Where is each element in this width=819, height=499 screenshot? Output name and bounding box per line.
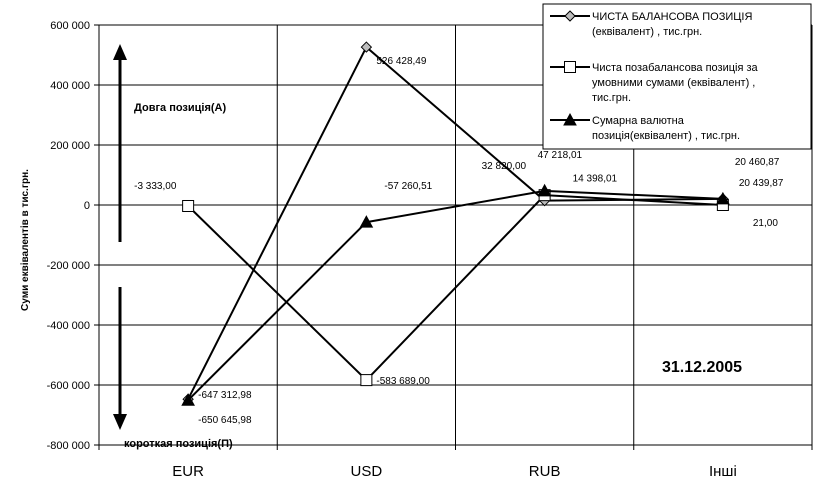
data-label: -650 645,98 bbox=[198, 415, 252, 426]
legend-label: позиція(еквівалент) , тис.грн. bbox=[592, 130, 740, 142]
data-label: 20 439,87 bbox=[739, 178, 784, 189]
legend-marker-triangle bbox=[563, 112, 577, 126]
data-label: -3 333,00 bbox=[134, 181, 177, 192]
date-label: 31.12.2005 bbox=[662, 359, 742, 376]
data-point-diamond bbox=[360, 41, 373, 53]
data-label: 526 428,49 bbox=[376, 56, 426, 67]
y-tick-label: -600 000 bbox=[47, 380, 90, 392]
legend-box bbox=[542, 3, 812, 150]
legend-entry: Чиста позабалансова позиція за умовними с… bbox=[550, 61, 759, 104]
legend-marker-diamond bbox=[564, 10, 576, 22]
series-triangle bbox=[181, 183, 730, 406]
data-label: 32 820,00 bbox=[482, 161, 527, 172]
data-point-triangle bbox=[537, 183, 552, 197]
data-label: 14 398,01 bbox=[573, 174, 618, 185]
y-tick-label: -400 000 bbox=[47, 320, 90, 332]
short-position-label: короткая позиція(П) bbox=[124, 438, 233, 450]
data-label: 21,00 bbox=[753, 218, 778, 229]
legend-label: Чиста позабалансова позиція за bbox=[592, 62, 759, 74]
legend-label: Сумарна валютна bbox=[592, 115, 685, 127]
legend-label: (еквівалент) , тис.грн. bbox=[592, 26, 702, 38]
series-line bbox=[187, 194, 723, 382]
x-tick-label: USD bbox=[351, 463, 383, 480]
axes: 600 000 400 000 200 000 0 -200 000 -400 000 -6… bbox=[47, 20, 813, 480]
x-tick-label: EUR bbox=[172, 463, 204, 480]
x-tick-label: RUB bbox=[529, 463, 561, 480]
short-position-arrow bbox=[113, 287, 127, 430]
legend-entry: ЧИСТА БАЛАНСОВА ПОЗИЦІЯ (еквівалент) , ти… bbox=[550, 10, 752, 38]
data-label: -647 312,98 bbox=[198, 390, 252, 401]
long-position-arrow bbox=[113, 44, 127, 242]
data-point-triangle bbox=[181, 393, 195, 406]
y-tick-label: 400 000 bbox=[50, 80, 90, 92]
y-axis-label: Суми еквівалентів в тис.грн. bbox=[20, 169, 31, 311]
data-label: -583 689,00 bbox=[376, 376, 430, 387]
data-label: -57 260,51 bbox=[384, 181, 432, 192]
legend-marker-square bbox=[564, 61, 576, 73]
data-point-triangle bbox=[359, 215, 374, 228]
y-tick-label: 0 bbox=[84, 200, 90, 212]
data-point-square bbox=[182, 199, 195, 212]
legend-entry: Сумарна валютна позиція(еквівалент) , тис… bbox=[550, 112, 740, 142]
y-tick-label: 600 000 bbox=[50, 20, 90, 32]
legend-label: умовними сумами (еквівалент) , bbox=[592, 77, 755, 89]
y-tick-label: -800 000 bbox=[47, 440, 90, 452]
annotations: Суми еквівалентів в тис.грн. Довга позиц… bbox=[20, 44, 742, 450]
x-tick-label: Інші bbox=[709, 463, 737, 480]
y-tick-label: -200 000 bbox=[47, 260, 90, 272]
data-label: 47 218,01 bbox=[538, 150, 583, 161]
data-label: 20 460,87 bbox=[735, 157, 780, 168]
long-position-label: Довга позиція(А) bbox=[134, 102, 226, 114]
data-point-triangle bbox=[716, 191, 730, 205]
series-line bbox=[187, 189, 723, 401]
y-tick-label: 200 000 bbox=[50, 140, 90, 152]
data-point-square bbox=[360, 374, 373, 387]
legend-label: ЧИСТА БАЛАНСОВА ПОЗИЦІЯ bbox=[592, 11, 752, 23]
legend: ЧИСТА БАЛАНСОВА ПОЗИЦІЯ (еквівалент) , ти… bbox=[542, 3, 812, 150]
legend-label: тис.грн. bbox=[592, 92, 631, 104]
data-labels: -647 312,98 526 428,49 14 398,01 20 439,87 -… bbox=[134, 56, 784, 426]
series bbox=[181, 41, 730, 406]
